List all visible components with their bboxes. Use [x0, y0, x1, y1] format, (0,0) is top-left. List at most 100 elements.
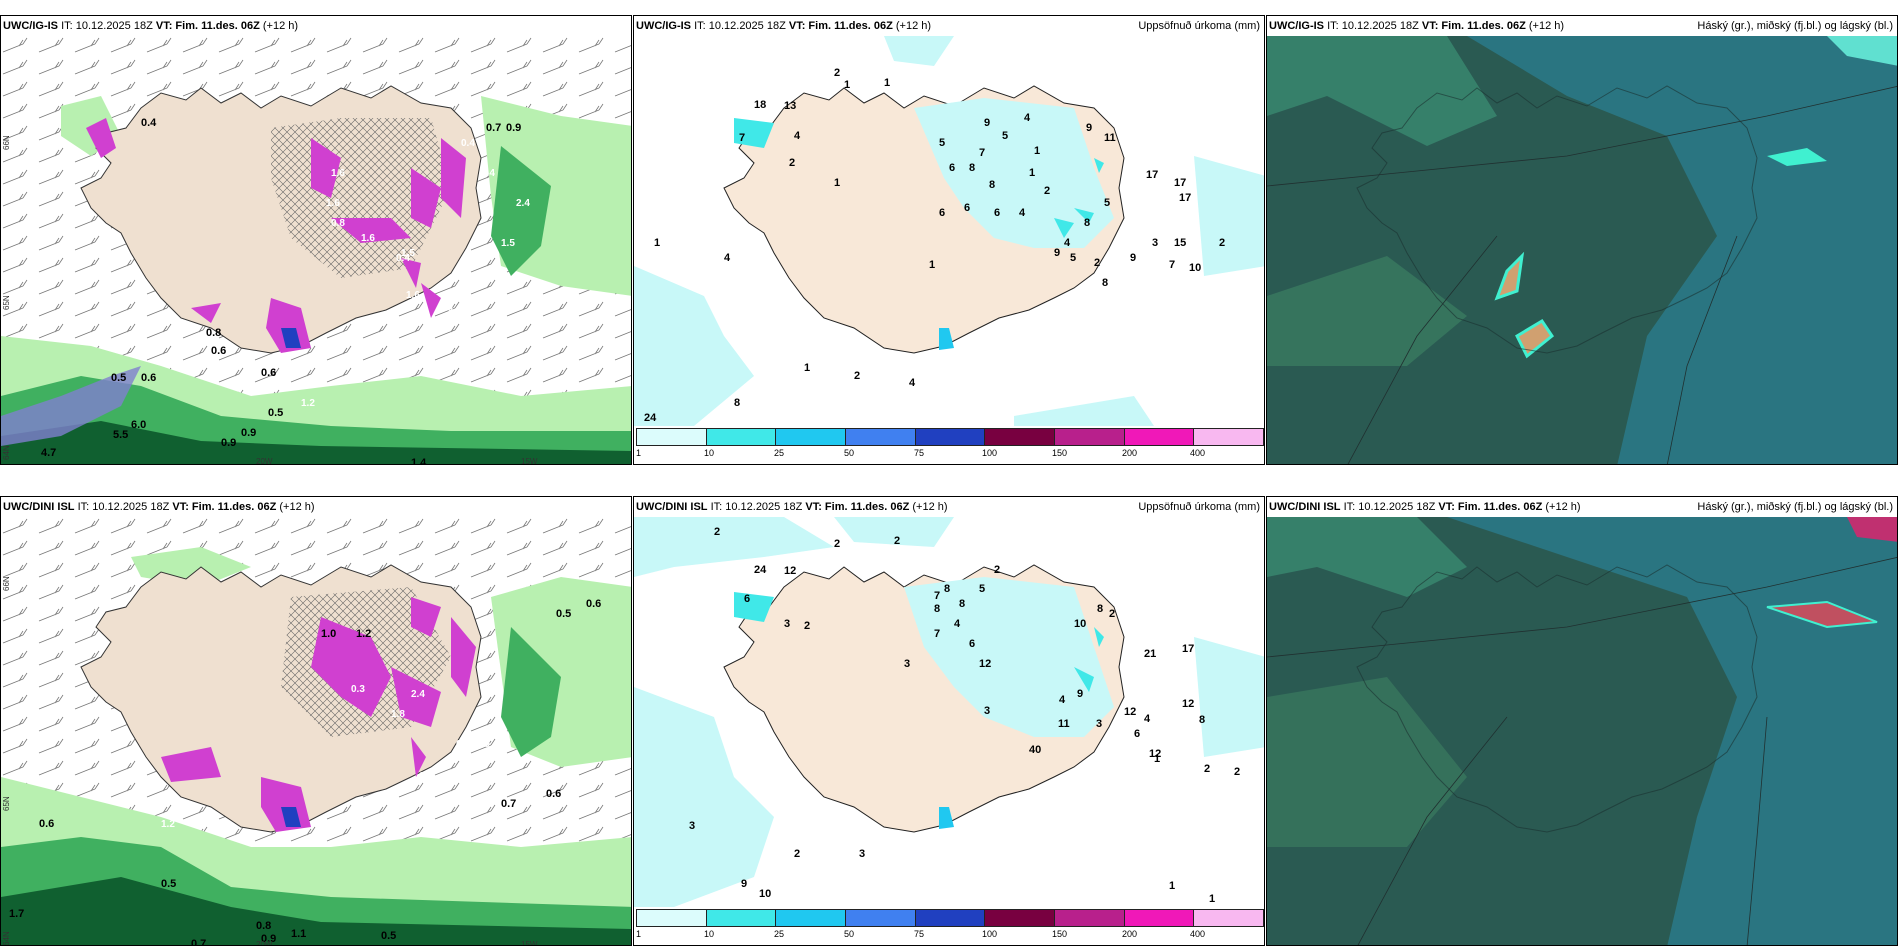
- svg-text:7: 7: [979, 147, 985, 159]
- colorbar-tick: 200: [1122, 448, 1138, 458]
- ppn-labels: 0.6 1.0 1.2 0.3 2.4 1.8 0.6 0.9 0.5 2.1 …: [9, 598, 601, 946]
- svg-text:2: 2: [854, 370, 860, 382]
- svg-text:0.7: 0.7: [191, 938, 206, 946]
- svg-text:0.9: 0.9: [261, 933, 276, 945]
- issue-time: IT: 10.12.2025 18Z: [77, 501, 170, 513]
- colorbar-tick: 10: [704, 929, 715, 939]
- svg-text:17: 17: [1146, 169, 1158, 181]
- svg-text:2.4: 2.4: [516, 198, 530, 209]
- precip-panel-bottom: UWC/DINI ISL IT: 10.12.2025 18Z VT: Fim.…: [633, 496, 1265, 946]
- svg-text:2: 2: [1044, 185, 1050, 197]
- svg-text:2: 2: [794, 848, 800, 860]
- svg-text:15W: 15W: [521, 940, 538, 946]
- precip-panel-top: UWC/IG-IS IT: 10.12.2025 18Z VT: Fim. 11…: [633, 15, 1265, 465]
- valid-time: VT: Fim. 11.des. 06Z: [805, 501, 910, 513]
- svg-text:12: 12: [1124, 706, 1136, 718]
- svg-text:3: 3: [1152, 237, 1158, 249]
- svg-text:0.6: 0.6: [39, 818, 54, 830]
- svg-text:5: 5: [1002, 130, 1008, 142]
- svg-text:4.7: 4.7: [41, 447, 56, 459]
- model-name: UWC/DINI ISL: [1269, 501, 1341, 513]
- svg-text:0.5: 0.5: [381, 930, 396, 942]
- colorbar-swatch: [637, 429, 707, 445]
- svg-text:65N: 65N: [2, 295, 11, 310]
- ppn-labels: 0.4 1.6 0.7 0.9 0.4 1.6 0.4 1.6 0.8 1.5 …: [41, 117, 530, 465]
- svg-text:4: 4: [1064, 237, 1071, 249]
- svg-text:4: 4: [909, 377, 916, 389]
- precip-numbers: 2 1 1 18 13 7 4 2 1 5 7 9 5 4 1 6 8 8 11…: [644, 67, 1225, 449]
- svg-text:1: 1: [654, 237, 660, 249]
- colorbar-swatch: [637, 910, 707, 926]
- svg-text:1: 1: [1029, 167, 1035, 179]
- svg-text:2: 2: [789, 157, 795, 169]
- svg-text:5: 5: [1070, 252, 1076, 264]
- svg-text:1: 1: [929, 259, 935, 271]
- colorbar-swatch: [1124, 910, 1195, 926]
- svg-text:0.9: 0.9: [221, 437, 236, 449]
- svg-text:0.3: 0.3: [351, 684, 365, 695]
- svg-text:6: 6: [969, 638, 975, 650]
- svg-text:8: 8: [1084, 217, 1090, 229]
- svg-text:7: 7: [739, 132, 745, 144]
- svg-text:15W: 15W: [521, 457, 538, 465]
- svg-text:0.5: 0.5: [556, 608, 571, 620]
- svg-text:0.9: 0.9: [241, 427, 256, 439]
- svg-text:0.6: 0.6: [586, 598, 601, 610]
- svg-text:7: 7: [934, 628, 940, 640]
- svg-text:1.4: 1.4: [411, 457, 427, 465]
- svg-text:1.2: 1.2: [301, 398, 315, 409]
- svg-text:1.6: 1.6: [326, 198, 340, 209]
- colorbar-tick: 400: [1190, 448, 1206, 458]
- svg-text:0.9: 0.9: [506, 122, 521, 134]
- panel-title: Háský (gr.), miðský (fj.bl.) og lágský (…: [1697, 20, 1893, 32]
- svg-text:2: 2: [1094, 257, 1100, 269]
- precip-map: 2 1 1 18 13 7 4 2 1 5 7 9 5 4 1 6 8 8 11…: [634, 36, 1264, 464]
- colorbar-tick: 150: [1052, 929, 1068, 939]
- issue-time: IT: 10.12.2025 18Z: [710, 501, 803, 513]
- svg-text:0.6: 0.6: [211, 345, 226, 357]
- ppn-panel-bottom: UWC/DINI ISL IT: 10.12.2025 18Z VT: Fim.…: [0, 496, 632, 946]
- cloud-panel-top: UWC/IG-IS IT: 10.12.2025 18Z VT: Fim. 11…: [1266, 15, 1898, 465]
- lead-time: (+12 h): [912, 501, 948, 513]
- svg-text:17: 17: [1182, 643, 1194, 655]
- svg-text:64N: 64N: [2, 931, 11, 946]
- issue-time: IT: 10.12.2025 18Z: [694, 20, 786, 32]
- svg-text:1.6: 1.6: [406, 290, 420, 301]
- svg-text:20W: 20W: [256, 940, 273, 946]
- svg-text:10: 10: [1074, 618, 1086, 630]
- svg-text:1.8: 1.8: [391, 709, 405, 720]
- lead-time: (+12 h): [895, 20, 932, 32]
- svg-text:4: 4: [724, 252, 731, 264]
- svg-text:8: 8: [934, 603, 940, 615]
- cloud-map: [1267, 36, 1897, 464]
- svg-text:2: 2: [1219, 237, 1225, 249]
- panel-header: UWC/DINI ISL IT: 10.12.2025 18Z VT: Fim.…: [634, 497, 1264, 517]
- valid-time: VT: Fim. 11.des. 06Z: [1438, 501, 1543, 513]
- svg-text:9: 9: [1054, 247, 1060, 259]
- svg-text:8: 8: [734, 397, 740, 409]
- lead-time: (+12 h): [1545, 501, 1581, 513]
- svg-text:8: 8: [1102, 277, 1108, 289]
- issue-time: IT: 10.12.2025 18Z: [1343, 501, 1436, 513]
- colorbar-tick: 150: [1052, 448, 1068, 458]
- svg-text:0.6: 0.6: [261, 367, 276, 379]
- svg-text:1.6: 1.6: [331, 168, 345, 179]
- colorbar-swatch: [1055, 429, 1125, 445]
- svg-text:1: 1: [844, 79, 850, 91]
- svg-text:1: 1: [804, 362, 810, 374]
- svg-text:3: 3: [1096, 718, 1102, 730]
- svg-text:2: 2: [1204, 763, 1210, 775]
- svg-text:6: 6: [994, 207, 1000, 219]
- precip-map: 2 2 2 24 12 6 3 2 8 7 5 8 8 7 4 6 10 12 …: [634, 517, 1264, 945]
- colorbar-tick: 25: [774, 929, 785, 939]
- svg-text:2: 2: [834, 67, 840, 79]
- svg-text:0.7: 0.7: [486, 122, 501, 134]
- svg-text:21: 21: [1144, 648, 1156, 660]
- svg-text:6: 6: [1134, 728, 1140, 740]
- colorbar-tick: 200: [1122, 929, 1138, 939]
- colorbar-swatch: [1194, 910, 1264, 926]
- svg-text:12: 12: [1149, 748, 1161, 760]
- colorbar-tick: 50: [844, 929, 855, 939]
- svg-text:7: 7: [934, 590, 940, 602]
- svg-text:0.4: 0.4: [481, 168, 495, 179]
